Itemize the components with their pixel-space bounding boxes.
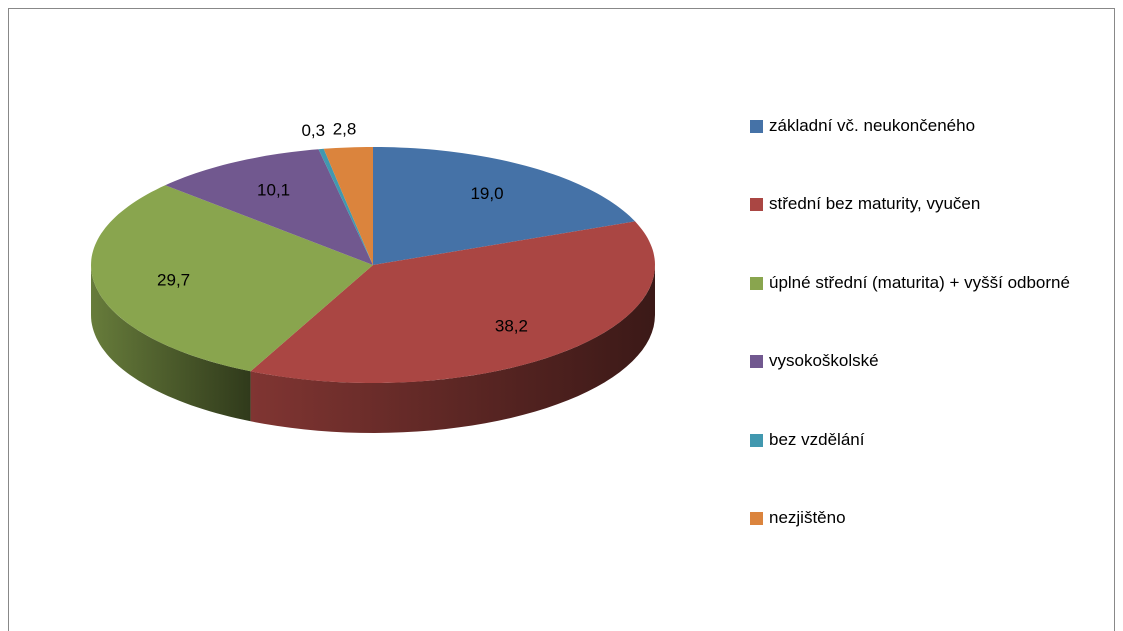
legend-swatch bbox=[750, 198, 763, 212]
slice bbox=[91, 185, 373, 372]
slice-side bbox=[91, 265, 251, 422]
legend-label: bez vzdělání bbox=[769, 429, 865, 449]
legend-item: bez vzdělání bbox=[750, 426, 1100, 454]
legend-item: základní vč. neukončeného bbox=[750, 112, 1100, 140]
legend-label: nezjištěno bbox=[769, 507, 846, 527]
legend-item: střední bez maturity, vyučen bbox=[750, 190, 1100, 218]
data-label: 2,8 bbox=[333, 119, 357, 138]
slice bbox=[165, 149, 373, 265]
legend-label: vysokoškolské bbox=[769, 351, 879, 371]
legend-item: vysokoškolské bbox=[750, 347, 1100, 375]
legend-swatch bbox=[750, 433, 763, 447]
slice bbox=[373, 147, 636, 265]
legend-swatch bbox=[750, 276, 763, 290]
slice bbox=[250, 221, 655, 383]
data-label: 38,2 bbox=[495, 317, 528, 336]
legend-item: úplné střední (maturita) + vyšší odborné bbox=[750, 269, 1100, 297]
legend-label: střední bez maturity, vyučen bbox=[769, 194, 981, 214]
legend-swatch bbox=[750, 355, 763, 369]
legend-item: nezjištěno bbox=[750, 504, 1100, 532]
legend-label: základní vč. neukončeného bbox=[769, 116, 976, 135]
slice bbox=[323, 147, 373, 265]
data-label: 10,1 bbox=[257, 180, 290, 199]
data-label: 19,0 bbox=[470, 184, 503, 203]
legend-swatch bbox=[750, 511, 763, 525]
legend-swatch bbox=[750, 120, 763, 133]
legend: základní vč. neukončeného střední bez mat… bbox=[750, 112, 1100, 532]
legend-label: úplné střední (maturita) + vyšší odborné bbox=[769, 272, 1070, 292]
slice bbox=[318, 148, 373, 265]
frame bbox=[8, 8, 1115, 631]
data-label: 29,7 bbox=[157, 271, 190, 290]
slice-side bbox=[250, 265, 655, 433]
data-label: 0,3 bbox=[301, 121, 325, 140]
